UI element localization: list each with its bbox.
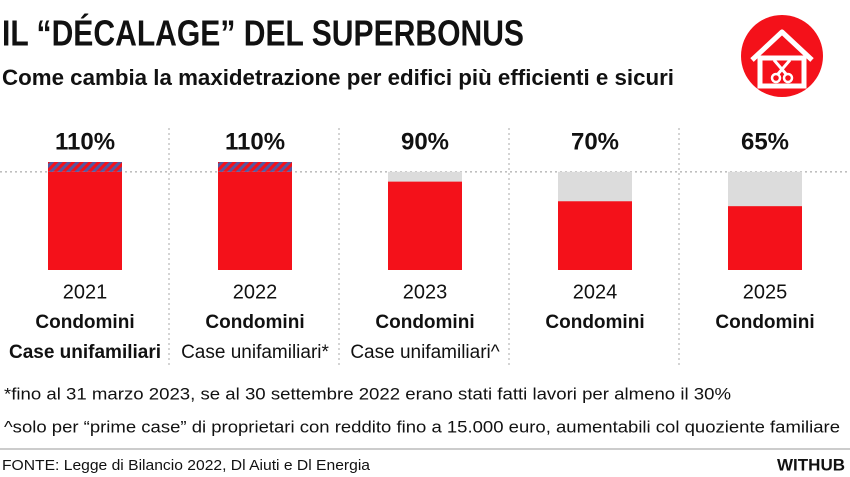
category-sublabel: Condomini <box>375 312 474 333</box>
footnote: *fino al 31 marzo 2023, se al 30 settemb… <box>4 384 731 403</box>
category-sublabel: Condomini <box>715 312 814 333</box>
value-label: 110% <box>225 128 285 155</box>
source: FONTE: Legge di Bilancio 2022, Dl Aiuti … <box>2 457 371 474</box>
category-sublabel: Case unifamiliari <box>9 342 161 363</box>
x-tick-label: 2023 <box>403 281 448 303</box>
x-tick-label: 2022 <box>233 281 278 303</box>
value-label: 65% <box>741 128 789 155</box>
bar <box>728 206 802 270</box>
category-sublabel: Case unifamiliari^ <box>350 342 499 363</box>
icon <box>741 15 823 97</box>
value-label: 90% <box>401 128 449 155</box>
bar-excess <box>48 162 122 172</box>
brand: WITHUB <box>777 455 845 474</box>
category-sublabel: Condomini <box>35 312 134 333</box>
footnote: ^solo per “prime case” di proprietari co… <box>4 417 840 436</box>
value-label: 70% <box>571 128 619 155</box>
bar <box>218 171 292 270</box>
x-tick-label: 2025 <box>743 281 788 303</box>
category-sublabel: Case unifamiliari* <box>181 342 329 363</box>
bar <box>388 181 462 270</box>
bar <box>48 171 122 270</box>
subtitle: Come cambia la maxidetrazione per edific… <box>2 65 674 90</box>
x-tick-label: 2021 <box>63 281 108 303</box>
bar-excess <box>218 162 292 172</box>
title: IL “DÉCALAGE” DEL SUPERBONUS <box>2 13 524 54</box>
bar <box>558 201 632 270</box>
category-sublabel: Condomini <box>205 312 304 333</box>
value-label: 110% <box>55 128 115 155</box>
x-tick-label: 2024 <box>573 281 618 303</box>
category-sublabel: Condomini <box>545 312 644 333</box>
